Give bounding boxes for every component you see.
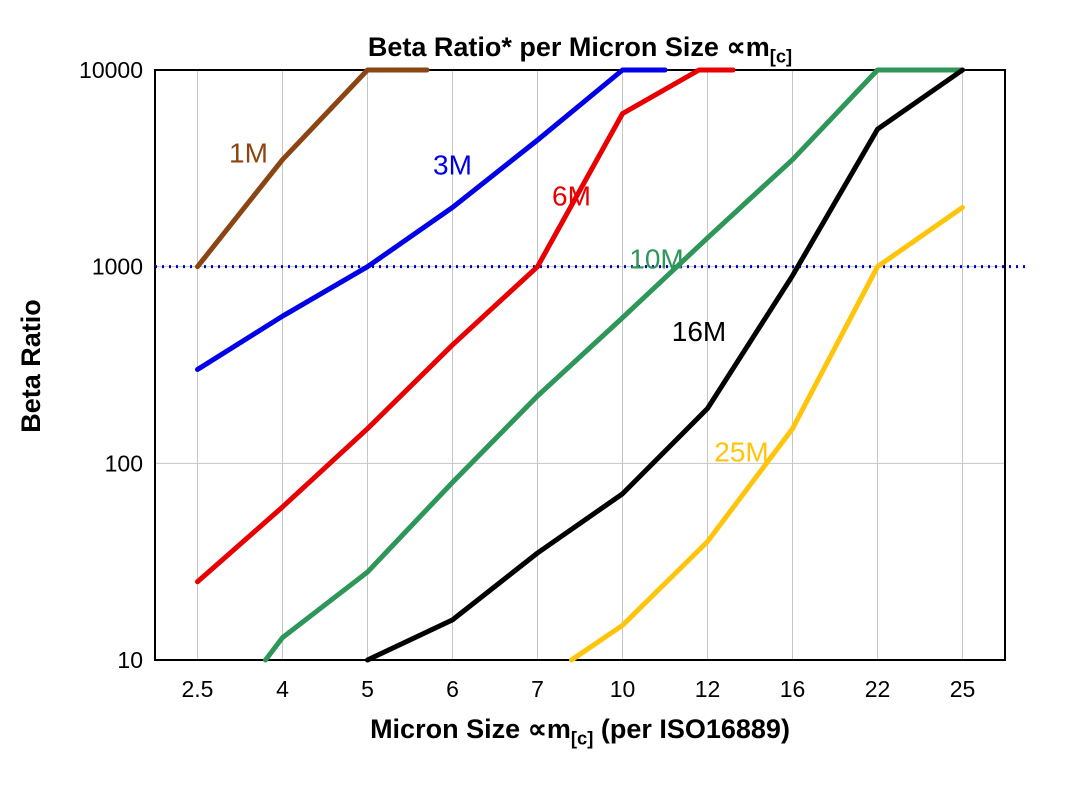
x-tick-label: 10: [610, 676, 636, 702]
chart-title-subscript: [c]: [769, 45, 793, 67]
x-axis-label: Micron Size ∝m[c] (per ISO16889): [93, 714, 1067, 749]
x-axis-label-subscript: [c]: [570, 727, 594, 749]
y-tick-label: 10000: [79, 57, 143, 83]
x-tick-label: 4: [276, 676, 289, 702]
x-axis-label-main: Micron Size ∝m: [370, 714, 571, 744]
x-tick-label: 5: [361, 676, 374, 702]
series-label-3M: 3M: [433, 150, 472, 181]
x-tick-label: 12: [695, 676, 721, 702]
y-tick-label: 1000: [92, 254, 143, 280]
x-axis-label-tail: (per ISO16889): [593, 714, 790, 744]
series-line-25M: [569, 204, 965, 663]
x-tick-label: 22: [865, 676, 891, 702]
series-line-3M: [195, 67, 668, 372]
y-tick-label: 10: [117, 647, 143, 673]
series-label-1M: 1M: [229, 138, 268, 169]
plot-border: [154, 69, 1006, 661]
series-line-6M: [195, 67, 736, 585]
series-line-10M: [263, 67, 965, 663]
x-tick-label: 25: [950, 676, 976, 702]
series-line-1M: [195, 67, 430, 270]
x-tick-label: 7: [531, 676, 544, 702]
series-label-25M: 25M: [714, 436, 768, 467]
x-tick-label: 16: [780, 676, 806, 702]
series-label-10M: 10M: [629, 244, 683, 275]
x-tick-label: 6: [446, 676, 459, 702]
y-tick-label: 100: [105, 450, 143, 476]
chart-title-main: Beta Ratio* per Micron Size ∝m: [367, 32, 770, 62]
chart-title: Beta Ratio* per Micron Size ∝m[c]: [93, 32, 1067, 67]
x-tick-label: 2.5: [182, 676, 214, 702]
series-label-6M: 6M: [552, 181, 591, 212]
series-label-16M: 16M: [672, 316, 726, 347]
series-line-16M: [365, 67, 965, 663]
